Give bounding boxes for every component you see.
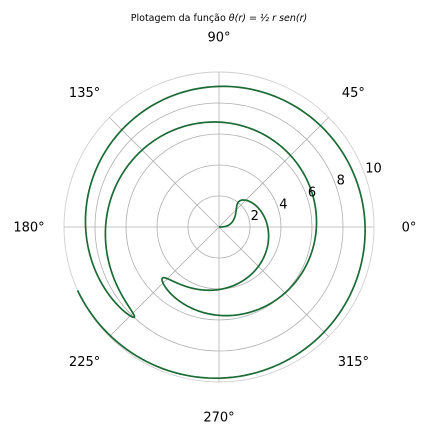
angle-tick-label-270: 270°: [203, 411, 234, 426]
radial-tick-label-8: 8: [337, 174, 345, 189]
radial-tick-label-6: 6: [308, 185, 316, 200]
chart-title-text: Plotagem da função: [131, 13, 229, 24]
radial-tick-label-10: 10: [365, 162, 382, 177]
radial-tick-label-4: 4: [279, 197, 287, 212]
angle-tick-label-315: 315°: [338, 355, 369, 370]
angle-tick-label-225: 225°: [69, 355, 100, 370]
angle-tick-label-45: 45°: [342, 86, 365, 101]
angle-tick-label-180: 180°: [13, 221, 44, 236]
tick-label-layer: 0° 45° 90° 135° 180° 225° 270° 315° 2 4 6 8 10: [13, 31, 416, 426]
angle-tick-label-90: 90°: [207, 31, 230, 46]
series-line: [78, 86, 366, 378]
angular-gridline-315: [219, 227, 329, 337]
series-layer: [78, 86, 366, 378]
chart-title: Plotagem da função θ(r) = ½ r sen(r): [131, 13, 307, 24]
chart-title-math: θ(r) = ½ r sen(r): [229, 13, 307, 24]
angle-tick-label-0: 0°: [402, 221, 417, 236]
angular-gridline-225: [109, 227, 219, 337]
angle-tick-label-135: 135°: [69, 86, 100, 101]
radial-tick-label-2: 2: [251, 209, 259, 224]
